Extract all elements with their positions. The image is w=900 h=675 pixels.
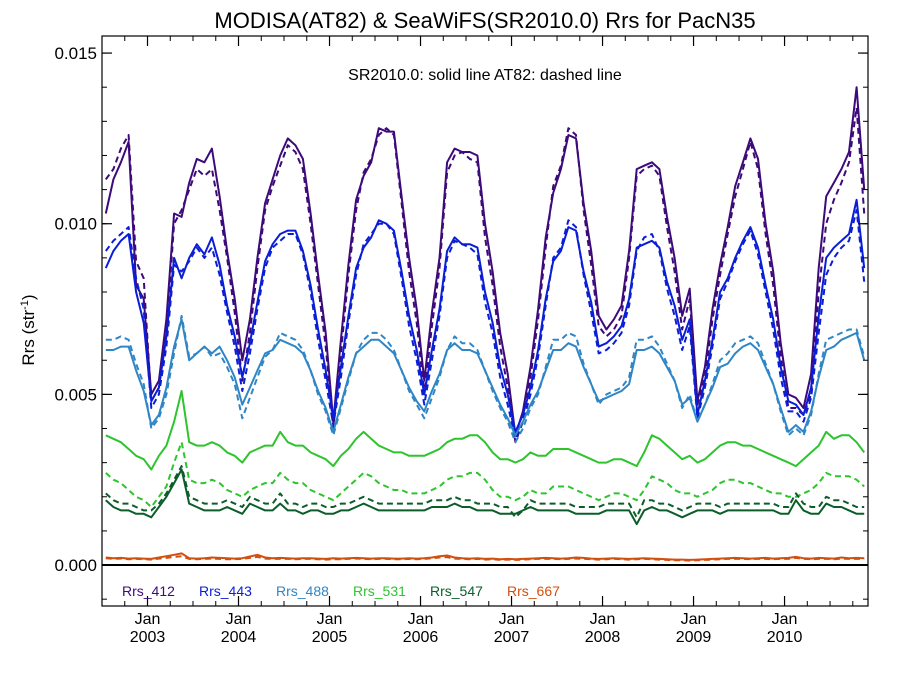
line-style-annotation: SR2010.0: solid line AT82: dashed line [348, 67, 622, 84]
plot-frame [101, 35, 869, 607]
x-tick-year-label: 2007 [494, 629, 530, 646]
x-tick-year-label: 2008 [585, 629, 621, 646]
x-tick-month-label: Jan [681, 611, 707, 628]
legend-entry-rrs-412: Rrs_412 [122, 583, 175, 599]
legend-entry-rrs-667: Rrs_667 [507, 583, 560, 599]
x-tick-month-label: Jan [408, 611, 434, 628]
x-tick-year-label: 2004 [221, 629, 257, 646]
x-tick-year-label: 2009 [676, 629, 712, 646]
plot-area: 0.0000.0050.0100.015Jan2003Jan2004Jan200… [54, 35, 869, 646]
chart-title: MODISA(AT82) & SeaWiFS(SR2010.0) Rrs for… [214, 8, 755, 33]
x-tick-year-label: 2006 [403, 629, 439, 646]
x-tick-month-label: Jan [135, 611, 161, 628]
series-line-rrs-667-dashed [105, 555, 865, 562]
series-line-rrs-443-solid [104, 198, 866, 433]
x-tick-month-label: Jan [590, 611, 616, 628]
x-tick-year-label: 2005 [312, 629, 348, 646]
series-line-rrs-412-dashed [104, 106, 866, 444]
series-line-rrs-443-dashed [104, 209, 866, 440]
series-line-rrs-531-dashed [105, 441, 865, 508]
x-tick-year-label: 2010 [767, 629, 803, 646]
series-line-rrs-531-solid [105, 390, 866, 471]
series-line-rrs-547-dashed [105, 465, 865, 519]
x-tick-month-label: Jan [226, 611, 252, 628]
y-tick-label: 0.005 [54, 385, 97, 404]
legend-entry-rrs-443: Rrs_443 [199, 583, 252, 599]
legend-entry-rrs-547: Rrs_547 [430, 583, 483, 599]
y-axis-label-main: Rrs (str [19, 310, 38, 366]
series-line-rrs-412-solid [104, 86, 866, 437]
x-tick-month-label: Jan [772, 611, 798, 628]
y-tick-label: 0.010 [54, 215, 97, 234]
y-axis-label: Rrs (str-1) [19, 294, 38, 365]
series-line-rrs-547-solid [105, 468, 865, 526]
y-axis-label-superscript: -1 [19, 300, 31, 310]
x-tick-month-label: Jan [317, 611, 343, 628]
y-tick-label: 0.000 [54, 556, 97, 575]
x-tick-month-label: Jan [499, 611, 525, 628]
x-tick-year-label: 2003 [130, 629, 166, 646]
legend-entry-rrs-488: Rrs_488 [276, 583, 329, 599]
series-line-rrs-488-dashed [105, 314, 866, 444]
y-axis-label-close: ) [19, 294, 38, 300]
y-tick-label: 0.015 [54, 44, 97, 63]
legend-entry-rrs-531: Rrs_531 [353, 583, 406, 599]
